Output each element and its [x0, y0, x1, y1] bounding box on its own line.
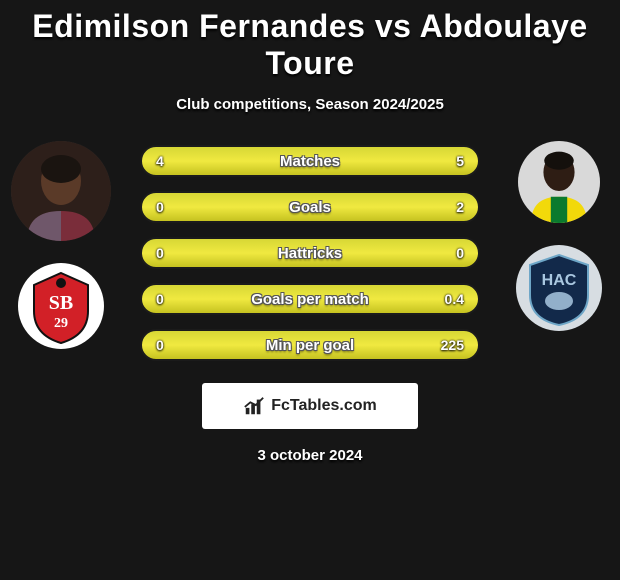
- comparison-title: Edimilson Fernandes vs Abdoulaye Toure: [0, 0, 620, 82]
- club-badge-text: SB: [49, 292, 73, 314]
- left-player-column: SB 29: [6, 141, 116, 349]
- stat-right-value: 0.4: [445, 291, 464, 307]
- comparison-date: 3 october 2024: [0, 447, 620, 464]
- club-badge-subtext: 29: [54, 316, 68, 331]
- stat-bar: 0Hattricks0: [140, 237, 480, 269]
- chart-icon: [243, 395, 265, 417]
- stat-label: Goals per match: [142, 291, 478, 308]
- stat-label: Goals: [142, 199, 478, 216]
- stat-left-value: 0: [156, 245, 164, 261]
- right-club-badge: HAC: [516, 245, 602, 331]
- right-player-column: HAC: [504, 141, 614, 331]
- comparison-subtitle: Club competitions, Season 2024/2025: [0, 96, 620, 113]
- stat-left-value: 0: [156, 199, 164, 215]
- stat-bar: 4Matches5: [140, 145, 480, 177]
- stat-left-value: 0: [156, 337, 164, 353]
- right-player-avatar: [518, 141, 600, 223]
- comparison-content: SB 29 HAC 4Matches50Goal: [0, 141, 620, 464]
- stat-right-value: 0: [456, 245, 464, 261]
- watermark-text: FcTables.com: [271, 397, 377, 415]
- stat-label: Hattricks: [142, 245, 478, 262]
- watermark-box: FcTables.com: [202, 383, 418, 429]
- stat-right-value: 2: [456, 199, 464, 215]
- stat-label: Min per goal: [142, 337, 478, 354]
- player-avatar-icon: [11, 141, 111, 241]
- left-player-avatar: [11, 141, 111, 241]
- club-badge-icon: SB 29: [18, 263, 104, 349]
- club-badge-text: HAC: [542, 272, 577, 289]
- stat-left-value: 4: [156, 153, 164, 169]
- player-avatar-icon: [518, 141, 600, 223]
- stat-bar: 0Goals per match0.4: [140, 283, 480, 315]
- club-badge-icon: HAC: [516, 245, 602, 331]
- stat-left-value: 0: [156, 291, 164, 307]
- stat-right-value: 5: [456, 153, 464, 169]
- stat-label: Matches: [142, 153, 478, 170]
- stat-bar: 0Min per goal225: [140, 329, 480, 361]
- stat-right-value: 225: [441, 337, 464, 353]
- left-club-badge: SB 29: [18, 263, 104, 349]
- stat-bar: 0Goals2: [140, 191, 480, 223]
- stats-bars: 4Matches50Goals20Hattricks00Goals per ma…: [140, 141, 480, 361]
